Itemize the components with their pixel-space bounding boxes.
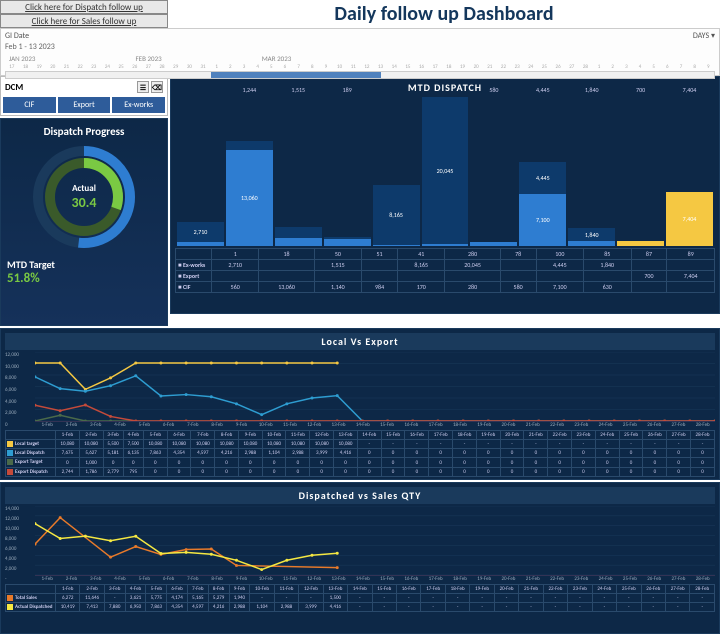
- clear-filter-icon[interactable]: ⌫: [151, 81, 163, 93]
- local-export-xaxis: 1-Feb2-Feb3-Feb4-Feb5-Feb6-Feb7-Feb8-Feb…: [35, 422, 715, 428]
- local-export-chart: [35, 352, 715, 422]
- header-row: Click here for Dispatch follow up Click …: [0, 0, 720, 28]
- local-export-yaxis: 12,00010,0008,0006,0004,0002,0000: [5, 352, 33, 428]
- local-export-title: Local Vs Export: [5, 333, 715, 350]
- mtd-target-value: 51.8%: [7, 271, 161, 286]
- dispatch-vs-sales-panel: Dispatched vs Sales QTY 14,00012,00010,0…: [0, 482, 720, 634]
- mtd-dispatch-table: 11850514128078100858789■ Ex-works2,7101,…: [175, 248, 715, 293]
- progress-donut: Actual 30.4: [29, 142, 139, 252]
- dispatch-sales-yaxis: 14,00012,00010,0008,0006,0004,0002,000-: [5, 506, 33, 582]
- progress-title: Dispatch Progress: [7, 125, 161, 138]
- mtd-dispatch-panel: MTD DISPATCH 2,7101,24413,0601,5151898,1…: [170, 76, 720, 314]
- gi-date-slicer[interactable]: GI Date DAYS ▾ Feb 1 - 13 2023 JAN 2023F…: [0, 28, 720, 76]
- dcm-exworks-button[interactable]: Ex-works: [112, 97, 165, 113]
- dcm-cif-button[interactable]: CIF: [3, 97, 56, 113]
- slicer-days-toggle[interactable]: DAYS ▾: [693, 31, 715, 41]
- actual-label: Actual: [71, 183, 96, 194]
- page-title: Daily follow up Dashboard: [168, 0, 720, 28]
- dispatch-sales-chart: [35, 506, 715, 576]
- mtd-dispatch-chart: 2,7101,24413,0601,5151898,16520,0455804,…: [175, 96, 715, 246]
- dispatch-sales-title: Dispatched vs Sales QTY: [5, 487, 715, 504]
- dcm-title: DCM: [5, 82, 23, 93]
- nav-buttons: Click here for Dispatch follow up Click …: [0, 0, 168, 28]
- slicer-range-bar[interactable]: [5, 71, 715, 79]
- dispatch-progress-panel: Dispatch Progress Actual 30.4 MTD Target…: [0, 118, 168, 326]
- sales-followup-link[interactable]: Click here for Sales follow up: [0, 14, 168, 28]
- slicer-ticks: 1718192021222324252627282930311234567891…: [5, 64, 715, 70]
- dispatch-sales-xaxis: 1-Feb2-Feb3-Feb4-Feb5-Feb6-Feb7-Feb8-Feb…: [35, 576, 715, 582]
- local-export-table: 1-Feb2-Feb3-Feb4-Feb5-Feb6-Feb7-Feb8-Feb…: [5, 430, 715, 477]
- dcm-slicer: DCM ☰ ⌫ CIF Export Ex-works: [0, 76, 168, 116]
- dispatch-followup-link[interactable]: Click here for Dispatch follow up: [0, 0, 168, 14]
- slicer-months: JAN 2023FEB 2023MAR 2023: [9, 54, 715, 63]
- slicer-label: GI Date: [5, 31, 29, 41]
- slicer-range-text: Feb 1 - 13 2023: [5, 42, 715, 52]
- slicer-range-fill[interactable]: [211, 72, 381, 78]
- local-vs-export-panel: Local Vs Export 12,00010,0008,0006,0004,…: [0, 328, 720, 480]
- dcm-export-button[interactable]: Export: [58, 97, 111, 113]
- dispatch-sales-table: 1-Feb2-Feb3-Feb4-Feb5-Feb6-Feb7-Feb8-Feb…: [5, 584, 715, 612]
- multiselect-icon[interactable]: ☰: [137, 81, 149, 93]
- actual-value: 30.4: [71, 194, 96, 211]
- mtd-target-label: MTD Target: [7, 258, 161, 271]
